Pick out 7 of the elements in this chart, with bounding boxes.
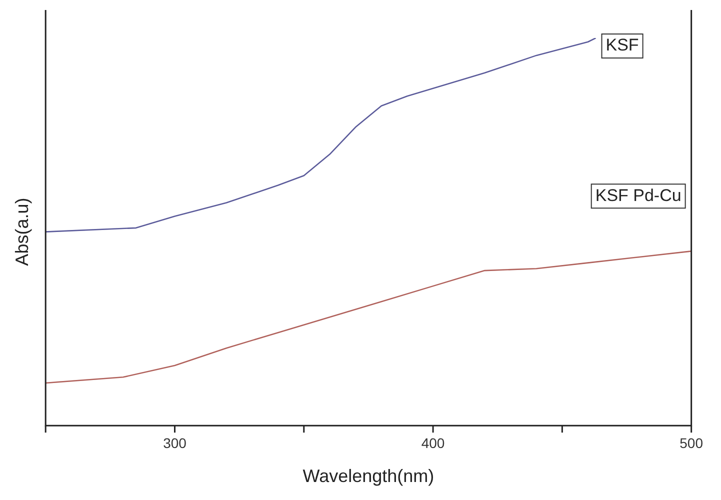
text: KSF Pd-Cu [595, 186, 682, 205]
series-label: KSF [606, 36, 639, 55]
x-tick-label: 500 [680, 434, 704, 451]
x-tick-label: 400 [421, 434, 445, 451]
x-axis-title: Wavelength(nm) [302, 466, 434, 486]
x-tick-label: 300 [163, 434, 187, 451]
y-axis-title: Abs(a.u) [12, 198, 32, 266]
